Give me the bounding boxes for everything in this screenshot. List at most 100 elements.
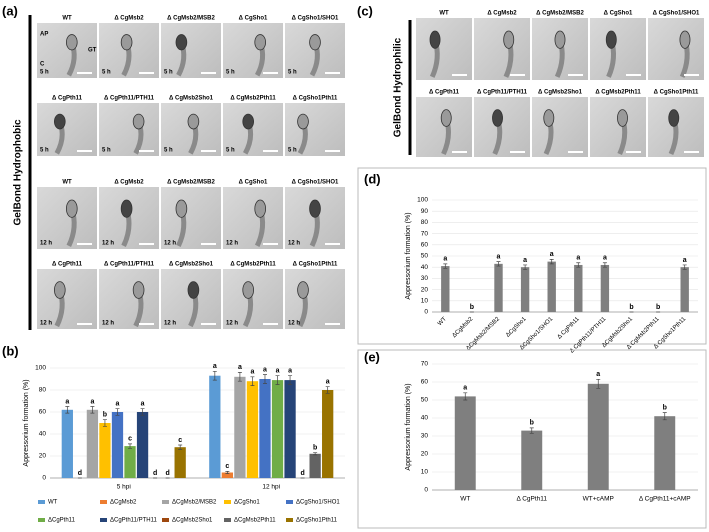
time-label: 12 h <box>226 321 238 327</box>
bar <box>136 412 149 478</box>
error-bar <box>178 444 183 450</box>
significance-letter: c <box>128 436 132 443</box>
error-bar <box>463 392 468 401</box>
bar <box>520 267 530 312</box>
significance-letter: b <box>663 404 667 411</box>
micrograph <box>161 23 221 78</box>
image-title: Δ CgMsb2Pth11 <box>595 90 641 96</box>
image-title: Δ CgMsb2 <box>487 11 517 17</box>
error-bar <box>549 259 554 265</box>
significance-letter: a <box>576 255 580 262</box>
error-bar <box>529 427 534 434</box>
micrograph <box>99 103 159 156</box>
micrograph <box>223 23 283 78</box>
side-label: GelBond Hydrophilic <box>393 37 404 137</box>
appressorium <box>429 30 441 49</box>
bar <box>654 416 676 490</box>
bar <box>86 409 99 478</box>
significance-letter: a <box>326 379 330 386</box>
significance-letter: a <box>443 256 447 263</box>
x-tick-label: 12 hpi <box>262 484 280 491</box>
appressorium <box>132 113 145 130</box>
image-title: Δ CgPth11 <box>52 262 83 268</box>
bar <box>600 264 610 312</box>
bar <box>99 423 111 478</box>
micrograph <box>37 103 97 156</box>
appressorium <box>679 30 691 49</box>
image-title: WT <box>62 16 72 22</box>
y-tick-label: 20 <box>421 286 429 293</box>
significance-letter: b <box>656 304 660 311</box>
time-label: 12 h <box>226 241 238 247</box>
bar <box>61 409 73 478</box>
y-tick-label: 30 <box>421 275 429 282</box>
appressorium <box>66 199 78 218</box>
image-title: Δ CgMsb2Sho1 <box>538 90 583 96</box>
y-tick-label: 70 <box>421 361 429 368</box>
significance-letter: c <box>225 463 229 470</box>
appressorium <box>309 34 321 51</box>
image-title: Δ CgPth11/PTH11 <box>104 96 155 102</box>
micrograph <box>37 23 97 78</box>
appressorium <box>503 30 515 49</box>
y-tick-label: 60 <box>39 409 47 416</box>
x-tick-label: Δ CgPth11 <box>516 496 547 503</box>
legend-swatch <box>286 500 293 504</box>
image-title: Δ CgSho1Pth11 <box>293 262 338 268</box>
error-bar <box>262 374 267 384</box>
appressorium <box>492 109 503 127</box>
legend-label: ΔCgSho1Pth11 <box>296 518 338 524</box>
micrograph <box>223 103 283 156</box>
significance-letter: d <box>78 470 82 477</box>
x-tick-label: WT <box>437 316 448 327</box>
micrograph <box>223 269 283 329</box>
significance-letter: d <box>165 470 169 477</box>
image-title: Δ CgMsb2Pth11 <box>230 262 276 268</box>
y-tick-label: 0 <box>42 475 46 482</box>
error-bar <box>576 262 581 268</box>
legend-swatch <box>224 518 231 522</box>
legend-label: ΔCgPth11 <box>48 518 76 524</box>
appressorium <box>53 113 66 130</box>
bar <box>441 266 450 312</box>
significance-letter: a <box>263 366 267 373</box>
error-bar <box>250 376 255 386</box>
panel-label: (e) <box>364 349 380 364</box>
significance-letter: a <box>65 398 69 405</box>
micrograph <box>648 18 704 80</box>
image-title: Δ CgMsb2 <box>114 16 144 22</box>
y-tick-label: 40 <box>39 431 47 438</box>
significance-letter: d <box>300 470 304 477</box>
significance-letter: a <box>463 385 467 392</box>
appressorium <box>543 109 555 127</box>
appressorium <box>132 281 145 299</box>
image-title: Δ CgSho1 <box>239 16 268 22</box>
time-label: 5 h <box>164 148 173 154</box>
chart-frame <box>357 167 707 345</box>
error-bar <box>275 375 280 385</box>
time-label: 12 h <box>288 321 300 327</box>
x-tick-label: ΔCgSho1 <box>505 316 528 339</box>
image-title: Δ CgSho1 <box>239 180 268 186</box>
y-tick-label: 50 <box>421 397 429 404</box>
panel-label: (b) <box>2 343 19 358</box>
significance-letter: b <box>530 420 534 427</box>
micrograph <box>285 103 345 156</box>
y-axis-label: Appressorium formation (%) <box>405 383 412 470</box>
y-tick-label: 100 <box>417 197 428 204</box>
time-label: 12 h <box>102 241 114 247</box>
significance-letter: d <box>153 470 157 477</box>
y-tick-label: 80 <box>39 387 47 394</box>
image-title: Δ CgPth11/PTH11 <box>477 90 528 96</box>
x-tick-label: Δ CgPth11 <box>557 316 582 341</box>
image-title: Δ CgMsb2Pth11 <box>230 96 276 102</box>
time-label: 12 h <box>40 321 52 327</box>
significance-letter: a <box>550 251 554 258</box>
appressorium <box>242 113 255 130</box>
time-label: 5 h <box>164 70 173 76</box>
appressorium <box>309 199 321 218</box>
significance-letter: a <box>250 369 254 376</box>
appressorium <box>66 34 78 51</box>
y-tick-label: 10 <box>421 469 429 476</box>
